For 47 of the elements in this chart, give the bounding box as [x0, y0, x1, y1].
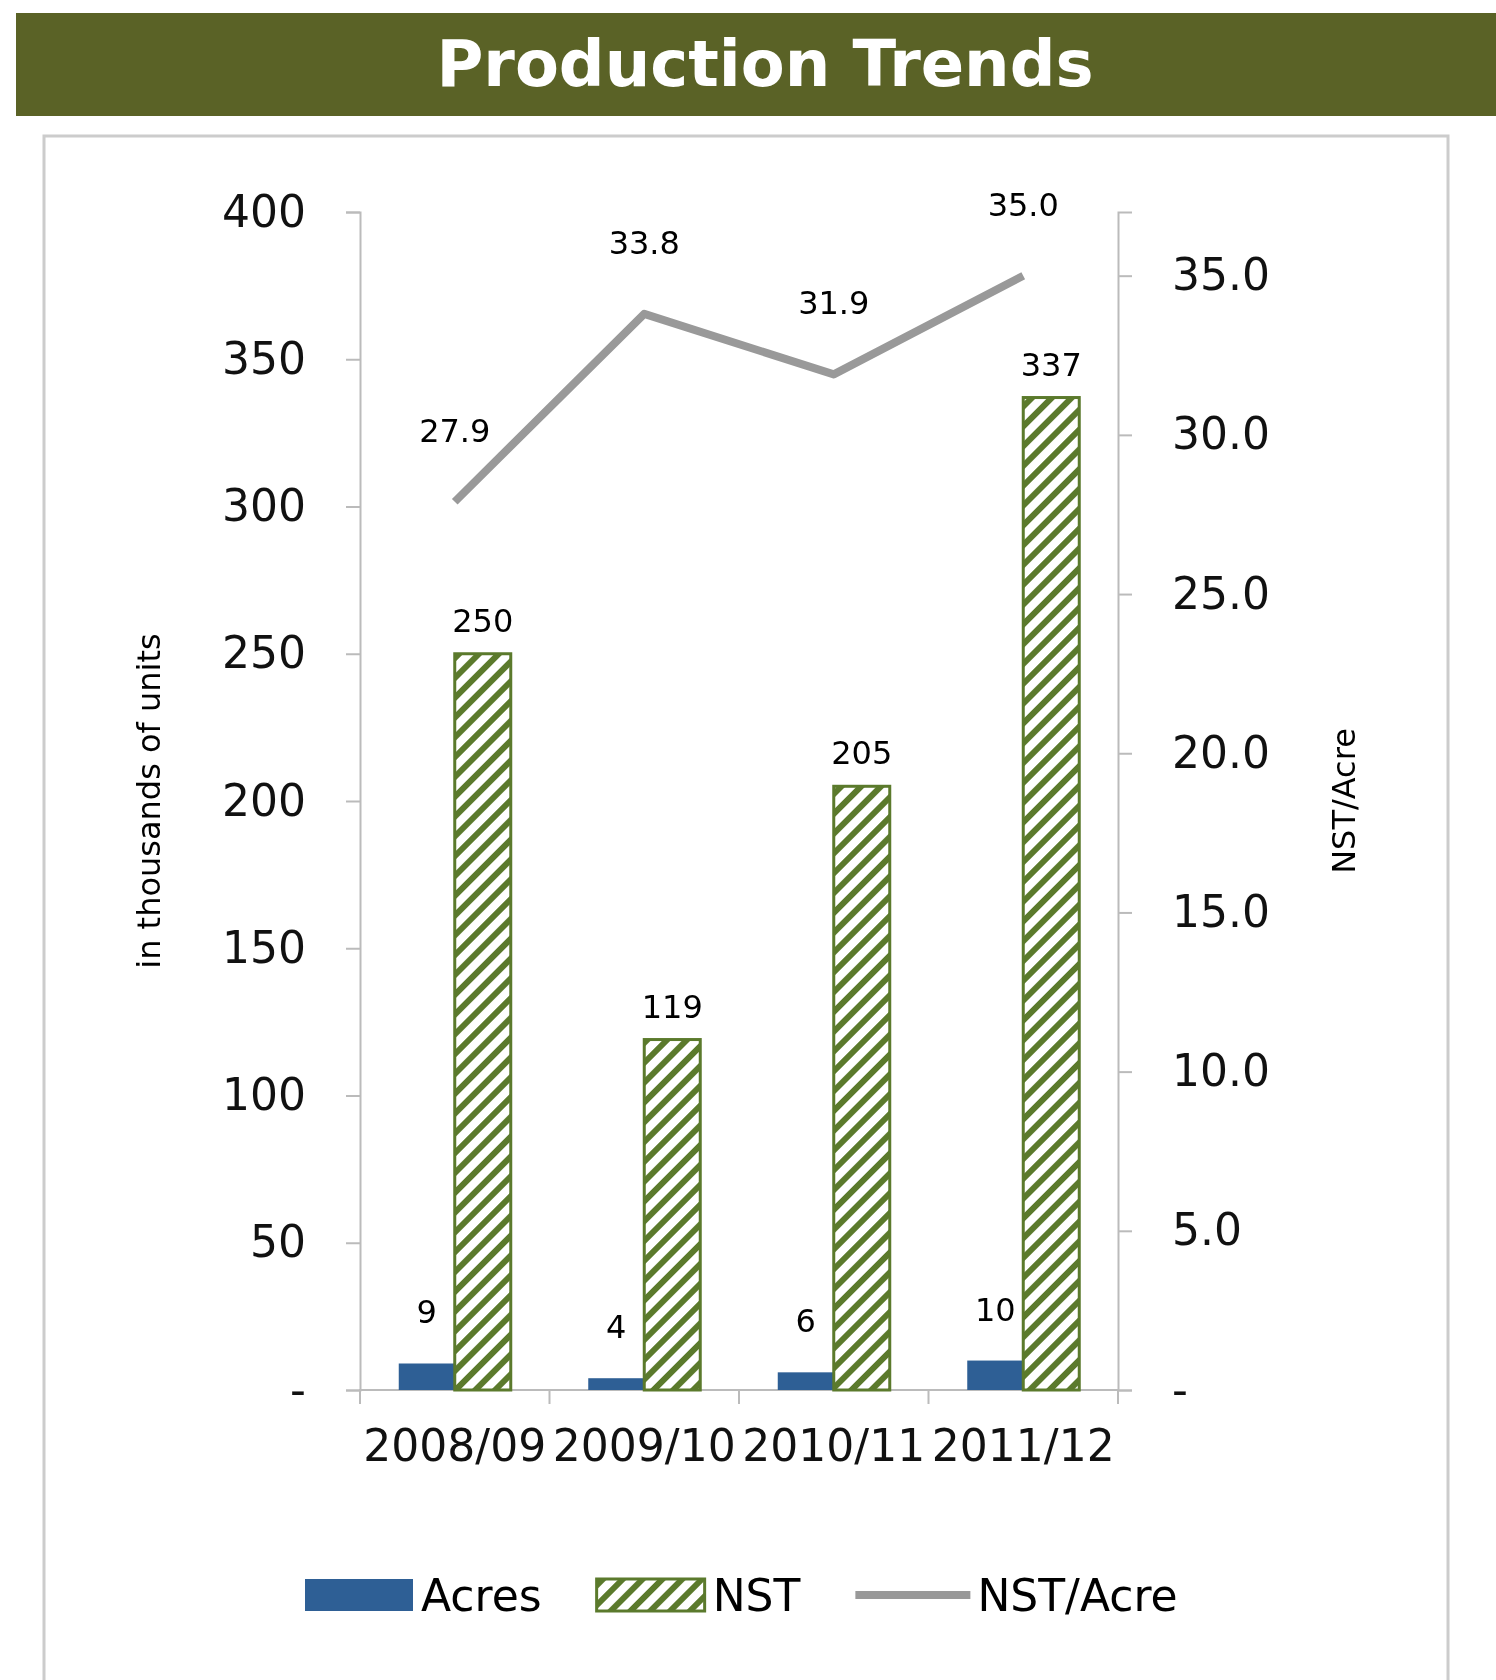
- data-label: 6: [795, 1302, 816, 1341]
- bar: [832, 784, 892, 1392]
- data-label: 35.0: [987, 185, 1059, 224]
- y-tick-label: 400: [222, 185, 306, 237]
- y2-tick-label: 35.0: [1172, 249, 1270, 301]
- bar: [777, 1372, 834, 1390]
- y2-tick-label: 20.0: [1172, 726, 1270, 778]
- data-label: 205: [831, 734, 893, 773]
- y2-axis-title: NST/Acre: [1325, 728, 1363, 874]
- y2-tick-label: 15.0: [1172, 886, 1270, 938]
- legend-label: Acres: [421, 1570, 542, 1621]
- data-label: 27.9: [419, 411, 491, 450]
- y-tick-label: 200: [222, 774, 306, 826]
- data-label: 250: [452, 601, 514, 640]
- y-tick-label: 300: [222, 480, 306, 532]
- y2-tick-label: 30.0: [1172, 408, 1270, 460]
- y-tick-label: 100: [222, 1069, 306, 1121]
- y2-tick-label: 5.0: [1172, 1204, 1242, 1256]
- chart-title: Production Trends: [436, 27, 1094, 101]
- bar: [967, 1360, 1024, 1390]
- y-tick-label: 150: [222, 921, 306, 973]
- x-tick-label: 2009/10: [552, 1420, 736, 1472]
- bar: [642, 1038, 702, 1392]
- bar: [1021, 396, 1081, 1392]
- data-label: 10: [974, 1290, 1016, 1329]
- x-tick-label: 2011/12: [931, 1420, 1115, 1472]
- y-tick-label: -: [290, 1363, 306, 1415]
- bar: [588, 1378, 645, 1390]
- bar: [398, 1363, 455, 1390]
- data-label: 337: [1020, 345, 1082, 384]
- y2-tick-label: -: [1172, 1363, 1188, 1415]
- data-label: 33.8: [608, 223, 680, 262]
- y-tick-label: 350: [222, 332, 306, 384]
- y-tick-label: 50: [250, 1216, 306, 1268]
- x-tick-label: 2008/09: [363, 1420, 547, 1472]
- y-tick-label: 250: [222, 627, 306, 679]
- y2-tick-label: 10.0: [1172, 1045, 1270, 1097]
- legend-label: NST: [712, 1570, 801, 1621]
- data-label: 31.9: [798, 284, 870, 323]
- y2-tick-label: 25.0: [1172, 567, 1270, 619]
- data-label: 119: [641, 987, 703, 1026]
- y-axis-title: in thousands of units: [130, 633, 168, 969]
- legend-label: NST/Acre: [977, 1570, 1178, 1621]
- bar: [453, 652, 513, 1392]
- data-label: 4: [606, 1308, 627, 1347]
- data-label: 9: [416, 1293, 437, 1332]
- x-tick-label: 2010/11: [742, 1420, 926, 1472]
